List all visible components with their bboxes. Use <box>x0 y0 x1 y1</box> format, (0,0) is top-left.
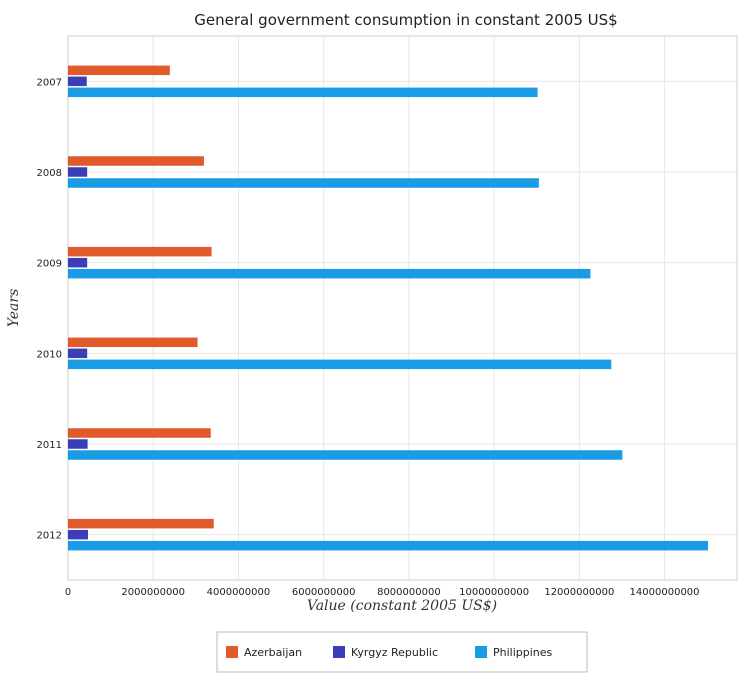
y-tick-label: 2012 <box>37 531 62 542</box>
x-tick-label: 8000000000 <box>377 587 441 598</box>
bar-philippines-2008 <box>68 178 539 188</box>
chart-title: General government consumption in consta… <box>194 11 617 29</box>
x-tick-label: 12000000000 <box>544 587 614 598</box>
bar-azerbaijan-2012 <box>68 518 214 529</box>
y-tick-label: 2007 <box>37 77 62 88</box>
bar-kyrgyz-republic-2009 <box>68 257 88 268</box>
y-tick-label: 2009 <box>37 259 62 270</box>
legend-swatch <box>333 646 345 658</box>
y-tick-label: 2008 <box>37 168 62 179</box>
bar-azerbaijan-2009 <box>68 246 212 257</box>
bar-kyrgyz-republic-2007 <box>68 76 87 87</box>
y-axis-label: Years <box>6 289 22 328</box>
x-tick-label: 4000000000 <box>207 587 271 598</box>
bar-philippines-2007 <box>68 87 538 98</box>
grid <box>67 36 737 580</box>
y-tick-label: 2010 <box>37 349 62 360</box>
bar-philippines-2009 <box>68 268 591 279</box>
x-tick-label: 2000000000 <box>121 587 185 598</box>
legend: Azerbaijan Kyrgyz Republic Philippines <box>216 631 588 673</box>
x-tick-label: 0 <box>65 587 71 598</box>
y-tick-label: 2011 <box>37 440 62 451</box>
x-tick-labels: 0 2000000000 4000000000 6000000000 800000000… <box>65 587 700 598</box>
bar-philippines-2011 <box>68 450 623 460</box>
bar-kyrgyz-republic-2011 <box>68 439 88 449</box>
x-tick-label: 10000000000 <box>459 587 529 598</box>
bar-azerbaijan-2007 <box>68 65 170 76</box>
bar-kyrgyz-republic-2010 <box>68 348 88 359</box>
bars <box>68 65 709 551</box>
x-tick-label: 6000000000 <box>292 587 356 598</box>
legend-label: Azerbaijan <box>244 646 302 659</box>
legend-label: Philippines <box>493 646 553 659</box>
bar-azerbaijan-2011 <box>68 428 211 438</box>
bar-azerbaijan-2008 <box>68 156 204 166</box>
legend-swatch <box>475 646 487 658</box>
legend-label: Kyrgyz Republic <box>351 646 438 659</box>
legend-box <box>216 631 588 673</box>
plot-border <box>67 35 738 581</box>
legend-swatch <box>226 646 238 658</box>
x-tick-label: 14000000000 <box>630 587 700 598</box>
bar-azerbaijan-2010 <box>68 337 198 348</box>
bar-kyrgyz-republic-2008 <box>68 167 88 177</box>
bar-philippines-2012 <box>68 540 709 551</box>
y-tick-labels: 2007 2008 2009 2010 2011 2012 <box>37 77 62 541</box>
x-axis-label: Value (constant 2005 US$) <box>307 598 497 614</box>
bar-philippines-2010 <box>68 359 612 370</box>
bar-kyrgyz-republic-2012 <box>68 529 89 540</box>
